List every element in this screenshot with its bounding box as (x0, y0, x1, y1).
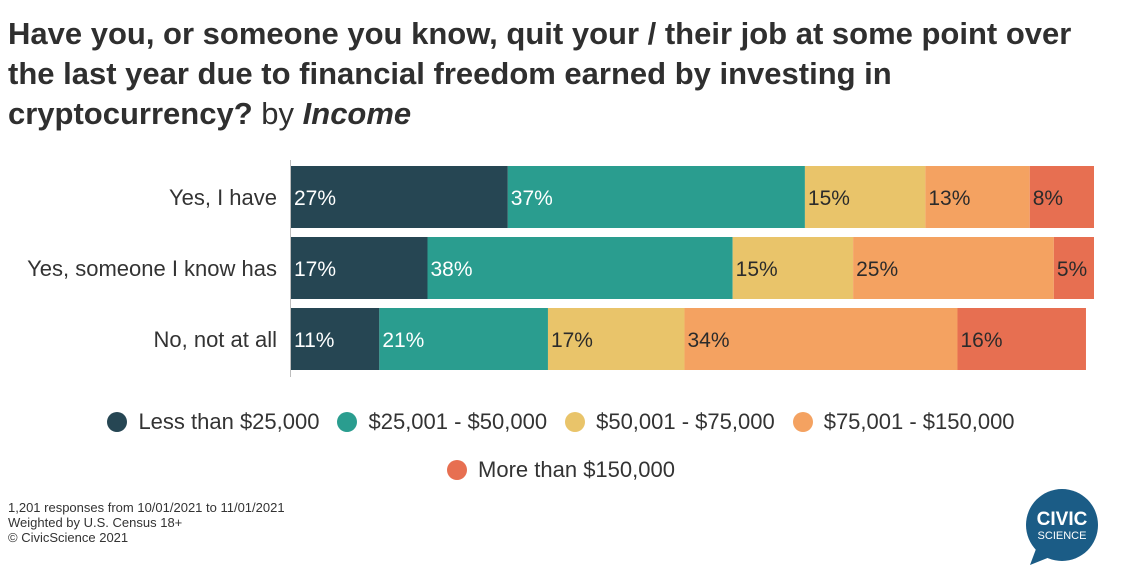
bar-value-label: 5% (1057, 258, 1087, 281)
legend-label: $50,001 - $75,000 (596, 409, 775, 434)
legend-item: $50,001 - $75,000 (565, 409, 775, 435)
bar-value-label: 21% (382, 329, 424, 352)
bar-value-label: 27% (294, 187, 336, 210)
legend-item: More than $150,000 (447, 457, 675, 483)
bar-value-label: 11% (294, 329, 334, 352)
legend-swatch (107, 412, 128, 432)
bar-value-label: 34% (687, 329, 729, 352)
category-label: Yes, I have (169, 185, 277, 210)
bar-value-label: 25% (856, 258, 898, 281)
legend-label: More than $150,000 (478, 457, 675, 482)
legend-row-1: Less than $25,000 $25,001 - $50,000 $50,00… (0, 409, 1122, 435)
chart-title-main: Have you, or someone you know, quit your… (8, 16, 1072, 131)
bar-segment (1053, 237, 1094, 299)
legend-label: $25,001 - $50,000 (368, 409, 548, 434)
bar-value-label: 16% (960, 329, 1002, 352)
bar-value-label: 17% (294, 258, 336, 281)
bar-value-label: 15% (808, 187, 850, 210)
bar-value-label: 13% (928, 187, 970, 210)
logo-line-1: CIVIC (1037, 509, 1088, 530)
bar-segment (507, 166, 805, 228)
bar-value-label: 38% (431, 258, 473, 281)
bar-segment (547, 308, 685, 370)
bar-segment (1029, 166, 1094, 228)
legend-row-2: More than $150,000 (0, 457, 1122, 483)
logo-speech-tail (1030, 549, 1050, 565)
bar-value-label: 37% (511, 187, 553, 210)
category-label: No, not at all (153, 327, 277, 352)
chart-title-by: by (261, 96, 295, 131)
legend-swatch (447, 460, 468, 480)
stacked-bar-chart: Yes, I have 27% 37% 15% 13% 8% Yes, someone I … (27, 160, 1094, 377)
bar-segment (732, 237, 854, 299)
bar-value-label: 15% (736, 258, 778, 281)
bar-segment (379, 308, 548, 370)
footer-notes: 1,201 responses from 10/01/2021 to 11/01… (8, 500, 285, 545)
civicscience-logo: CIVIC SCIENCE (1026, 489, 1098, 565)
bar-segment (957, 308, 1086, 370)
chart-title: Have you, or someone you know, quit your… (8, 14, 1088, 134)
bar-segment (925, 166, 1030, 228)
bar-segment (427, 237, 733, 299)
legend-label: Less than $25,000 (138, 409, 320, 434)
legend-item: Less than $25,000 (107, 409, 319, 435)
bar-value-label: 17% (551, 329, 593, 352)
legend-swatch (565, 412, 586, 432)
footer-copyright: © CivicScience 2021 (8, 530, 129, 545)
footer-weighting: Weighted by U.S. Census 18+ (8, 515, 183, 530)
legend-item: $75,001 - $150,000 (792, 409, 1015, 435)
legend-swatch (337, 412, 358, 432)
footer-responses: 1,201 responses from 10/01/2021 to 11/01… (8, 500, 285, 515)
legend-swatch (792, 412, 813, 432)
legend-item: $25,001 - $50,000 (337, 409, 547, 435)
legend-label: $75,001 - $150,000 (823, 409, 1015, 434)
bar-segment (291, 166, 508, 228)
bar-segment (684, 308, 958, 370)
bar-segment (853, 237, 1054, 299)
bar-value-label: 8% (1033, 187, 1063, 210)
logo-line-2: SCIENCE (1038, 530, 1087, 542)
bar-segment (804, 166, 926, 228)
chart-title-dimension: Income (302, 96, 412, 131)
category-label: Yes, someone I know has (27, 256, 277, 281)
bar-segment (291, 237, 428, 299)
logo-badge (1026, 489, 1098, 561)
bar-segment (291, 308, 380, 370)
